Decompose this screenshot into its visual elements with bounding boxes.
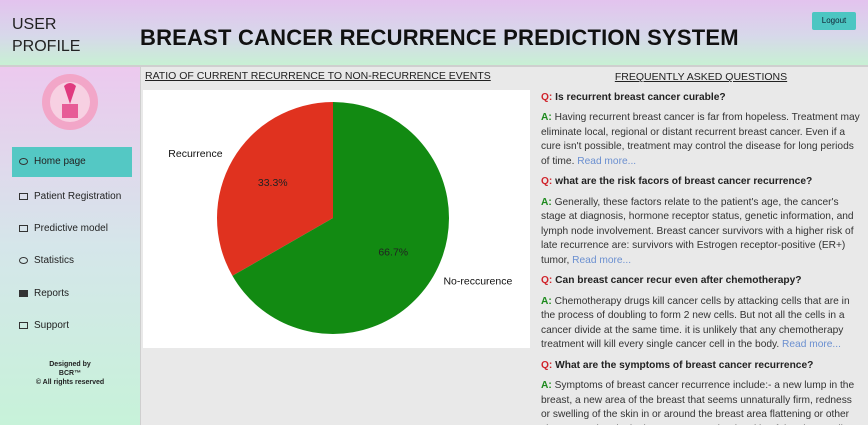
q-label: Q:: [541, 359, 553, 371]
question-text: Is recurrent breast cancer curable?: [555, 91, 726, 103]
footer-line: © All rights reserved: [35, 379, 105, 386]
answer-text: Symptoms of breast cancer recurrence inc…: [541, 380, 855, 425]
a-label: A:: [541, 295, 552, 307]
header: USER PROFILE BREAST CANCER RECURRENCE PR…: [0, 0, 868, 67]
a-label: A:: [541, 196, 552, 208]
pie-slice: [232, 102, 449, 334]
a-label: A:: [541, 380, 552, 391]
menu-label: Patient Registration: [34, 191, 122, 202]
question-text: What are the symptoms of breast cancer r…: [555, 359, 814, 371]
menu-label: Statistics: [34, 255, 75, 266]
read-more-link[interactable]: Read more...: [782, 339, 841, 350]
slice-value-label: 66.7%: [378, 247, 408, 259]
question-text: Can breast cancer recur even after chemo…: [555, 275, 802, 286]
footer-line: Designed by: [49, 361, 91, 368]
faq-question: Q: Is recurrent breast cancer curable?: [541, 91, 861, 106]
menu-item[interactable]: Statistics: [12, 246, 132, 276]
faq: FREQUENTLY ASKED QUESTIONS Q: Is recurre…: [541, 70, 861, 425]
answer-text: Generally, these factors relate to the p…: [541, 196, 854, 266]
faq-answer: A: Having recurrent breast cancer is far…: [541, 111, 861, 169]
read-more-link[interactable]: Read more...: [572, 254, 632, 266]
q-label: Q:: [541, 275, 553, 286]
menu-item[interactable]: Support: [12, 311, 132, 341]
q-label: Q:: [541, 176, 553, 187]
a-label: A:: [541, 112, 552, 123]
logout-button[interactable]: Logout: [812, 12, 856, 30]
pie-slice: [216, 102, 333, 276]
answer-text: Chemotherapy drugs kill cancer cells by …: [541, 295, 850, 351]
slice-category-label: Recurrence: [168, 148, 222, 160]
menu-item[interactable]: Predictive model: [12, 214, 132, 244]
read-more-link[interactable]: Read more...: [577, 155, 637, 167]
app-title: BREAST CANCER RECURRENCE PREDICTION SYST…: [140, 25, 739, 50]
menu-label: Reports: [34, 288, 70, 299]
question-text: what are the risk facors of breast cance…: [555, 176, 813, 187]
faq-answer: A: Symptoms of breast cancer recurrence …: [541, 379, 861, 425]
logo: [42, 74, 98, 130]
faq-answer: A: Chemotherapy drugs kill cancer cells …: [541, 295, 861, 353]
menu-item[interactable]: Reports: [12, 279, 132, 309]
faq-title: FREQUENTLY ASKED QUESTIONS: [614, 71, 788, 83]
slice-category-label: No-reccurence: [443, 276, 512, 288]
sidebar: Home page Patient Registration Predictiv…: [0, 67, 141, 425]
menu-label: Predictive model: [34, 223, 108, 234]
menu-label: Home page: [34, 156, 86, 167]
menu-item[interactable]: Patient Registration: [12, 182, 132, 212]
faq-list: Q: Is recurrent breast cancer curable? A:…: [541, 91, 861, 425]
footer-line: BCR™: [58, 370, 82, 377]
menu-item[interactable]: Home page: [12, 147, 132, 177]
answer-text: Having recurrent breast cancer is far fr…: [541, 112, 860, 167]
faq-question: Q: What are the symptoms of breast cance…: [541, 359, 861, 374]
sidebar-footer: Designed by BCR™ © All rights reserved: [0, 360, 140, 387]
faq-question: Q: Can breast cancer recur even after ch…: [541, 274, 861, 289]
menu-label: Support: [34, 320, 70, 331]
user-profile[interactable]: USER PROFILE: [12, 16, 81, 55]
slice-value-label: 33.3%: [258, 177, 288, 189]
q-label: Q:: [541, 91, 553, 103]
chart: 33.3% Recurrence 66.7% No-reccurence: [143, 90, 530, 348]
faq-answer: A: Generally, these factors relate to th…: [541, 196, 861, 269]
chart-title: RATIO OF CURRENT RECURRENCE TO NON-RECUR…: [145, 70, 491, 82]
faq-question: Q: what are the risk facors of breast ca…: [541, 175, 861, 190]
